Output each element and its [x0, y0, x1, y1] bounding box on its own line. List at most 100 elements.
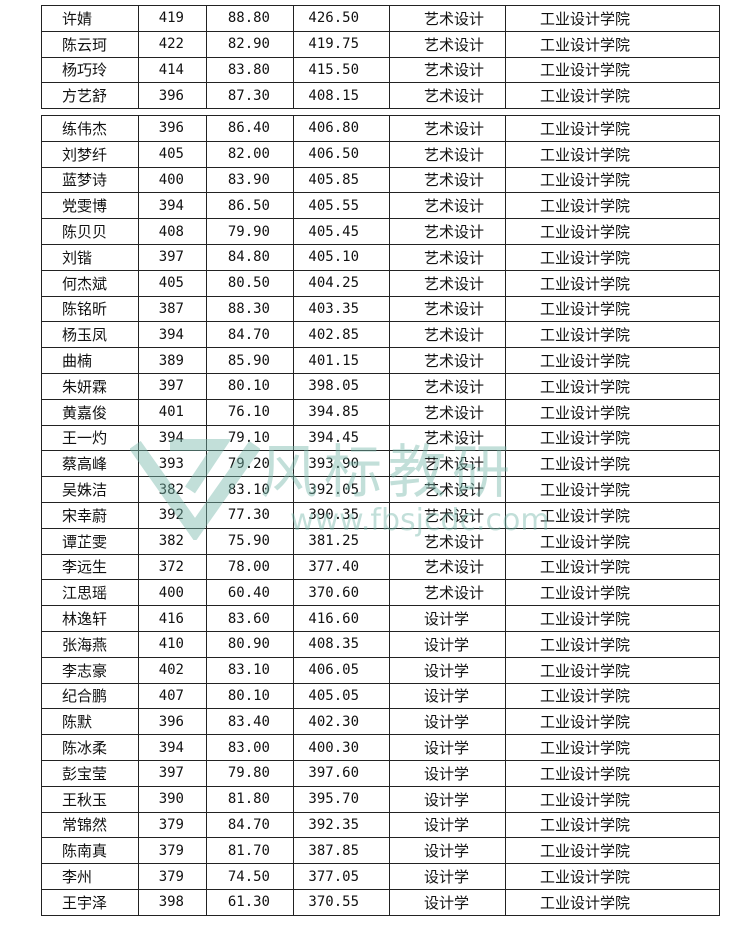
retest-score-cell: 88.30 [206, 295, 294, 323]
major-cell: 艺术设计 [389, 140, 506, 168]
table-row: 蓝梦诗 400 83.90 405.85 艺术设计 工业设计学院 [41, 166, 720, 194]
table-row: 王一灼 394 79.10 394.45 艺术设计 工业设计学院 [41, 424, 720, 452]
initial-score-cell: 422 [138, 30, 207, 58]
table-row: 党雯博 394 86.50 405.55 艺术设计 工业设计学院 [41, 192, 720, 220]
initial-score-cell: 402 [138, 656, 207, 684]
total-score-cell: 402.85 [293, 321, 390, 349]
table-row: 江思瑶 400 60.40 370.60 艺术设计 工业设计学院 [41, 579, 720, 607]
table-row: 杨巧玲 414 83.80 415.50 艺术设计 工业设计学院 [41, 56, 720, 84]
student-name-cell: 练伟杰 [41, 115, 139, 142]
student-name-cell: 陈冰柔 [41, 734, 139, 761]
total-score-cell: 405.85 [293, 166, 390, 194]
total-score-cell: 406.80 [293, 115, 390, 142]
school-cell: 工业设计学院 [505, 82, 720, 110]
retest-score-cell: 79.10 [206, 424, 294, 452]
initial-score-cell: 394 [138, 192, 207, 220]
retest-score-cell: 80.10 [206, 682, 294, 710]
school-cell: 工业设计学院 [505, 424, 720, 452]
total-score-cell: 397.60 [293, 759, 390, 787]
total-score-cell: 405.55 [293, 192, 390, 220]
total-score-cell: 406.05 [293, 656, 390, 684]
student-name-cell: 何杰斌 [41, 269, 139, 297]
student-name-cell: 朱妍霖 [41, 372, 139, 400]
student-name-cell: 方艺舒 [41, 82, 139, 110]
initial-score-cell: 398 [138, 888, 207, 916]
table-row: 王秋玉 390 81.80 395.70 设计学 工业设计学院 [41, 785, 720, 813]
table-row: 杨玉凤 394 84.70 402.85 艺术设计 工业设计学院 [41, 321, 720, 349]
student-name-cell: 李志豪 [41, 656, 139, 684]
school-cell: 工业设计学院 [505, 501, 720, 529]
initial-score-cell: 393 [138, 450, 207, 478]
student-name-cell: 杨玉凤 [41, 321, 139, 349]
school-cell: 工业设计学院 [505, 115, 720, 142]
retest-score-cell: 79.90 [206, 218, 294, 245]
major-cell: 设计学 [389, 837, 506, 865]
school-cell: 工业设计学院 [505, 56, 720, 84]
total-score-cell: 392.05 [293, 476, 390, 503]
initial-score-cell: 407 [138, 682, 207, 710]
student-name-cell: 彭宝莹 [41, 759, 139, 787]
student-name-cell: 李州 [41, 863, 139, 890]
total-score-cell: 390.35 [293, 501, 390, 529]
school-cell: 工业设计学院 [505, 476, 720, 503]
initial-score-cell: 392 [138, 501, 207, 529]
total-score-cell: 403.35 [293, 295, 390, 323]
student-name-cell: 常锦然 [41, 811, 139, 839]
table-row: 谭芷雯 382 75.90 381.25 艺术设计 工业设计学院 [41, 527, 720, 555]
retest-score-cell: 78.00 [206, 553, 294, 581]
major-cell: 艺术设计 [389, 82, 506, 110]
total-score-cell: 401.15 [293, 347, 390, 374]
retest-score-cell: 87.30 [206, 82, 294, 110]
school-cell: 工业设计学院 [505, 708, 720, 736]
table-row: 许婧 419 88.80 426.50 艺术设计 工业设计学院 [41, 5, 720, 32]
school-cell: 工业设计学院 [505, 682, 720, 710]
major-cell: 艺术设计 [389, 192, 506, 220]
table-row: 李远生 372 78.00 377.40 艺术设计 工业设计学院 [41, 553, 720, 581]
school-cell: 工业设计学院 [505, 785, 720, 813]
retest-score-cell: 80.50 [206, 269, 294, 297]
major-cell: 艺术设计 [389, 321, 506, 349]
initial-score-cell: 414 [138, 56, 207, 84]
retest-score-cell: 83.10 [206, 476, 294, 503]
total-score-cell: 377.05 [293, 863, 390, 890]
total-score-cell: 381.25 [293, 527, 390, 555]
table-row: 纪合鹏 407 80.10 405.05 设计学 工业设计学院 [41, 682, 720, 710]
total-score-cell: 377.40 [293, 553, 390, 581]
total-score-cell: 415.50 [293, 56, 390, 84]
retest-score-cell: 84.70 [206, 321, 294, 349]
school-cell: 工业设计学院 [505, 321, 720, 349]
student-name-cell: 党雯博 [41, 192, 139, 220]
total-score-cell: 419.75 [293, 30, 390, 58]
total-score-cell: 416.60 [293, 605, 390, 632]
table-row: 李志豪 402 83.10 406.05 设计学 工业设计学院 [41, 656, 720, 684]
major-cell: 艺术设计 [389, 56, 506, 84]
initial-score-cell: 379 [138, 811, 207, 839]
school-cell: 工业设计学院 [505, 5, 720, 32]
school-cell: 工业设计学院 [505, 30, 720, 58]
student-name-cell: 张海燕 [41, 630, 139, 658]
major-cell: 设计学 [389, 682, 506, 710]
retest-score-cell: 86.40 [206, 115, 294, 142]
initial-score-cell: 408 [138, 218, 207, 245]
initial-score-cell: 419 [138, 5, 207, 32]
school-cell: 工业设计学院 [505, 372, 720, 400]
major-cell: 艺术设计 [389, 476, 506, 503]
initial-score-cell: 400 [138, 579, 207, 607]
total-score-cell: 405.05 [293, 682, 390, 710]
table-row: 蔡高峰 393 79.20 393.90 艺术设计 工业设计学院 [41, 450, 720, 478]
initial-score-cell: 389 [138, 347, 207, 374]
total-score-cell: 395.70 [293, 785, 390, 813]
total-score-cell: 398.05 [293, 372, 390, 400]
school-cell: 工业设计学院 [505, 553, 720, 581]
major-cell: 设计学 [389, 630, 506, 658]
major-cell: 设计学 [389, 785, 506, 813]
retest-score-cell: 83.60 [206, 605, 294, 632]
school-cell: 工业设计学院 [505, 192, 720, 220]
retest-score-cell: 84.80 [206, 243, 294, 271]
student-name-cell: 王宇泽 [41, 888, 139, 916]
table-row: 常锦然 379 84.70 392.35 设计学 工业设计学院 [41, 811, 720, 839]
initial-score-cell: 405 [138, 269, 207, 297]
table-row: 陈默 396 83.40 402.30 设计学 工业设计学院 [41, 708, 720, 736]
retest-score-cell: 85.90 [206, 347, 294, 374]
retest-score-cell: 61.30 [206, 888, 294, 916]
